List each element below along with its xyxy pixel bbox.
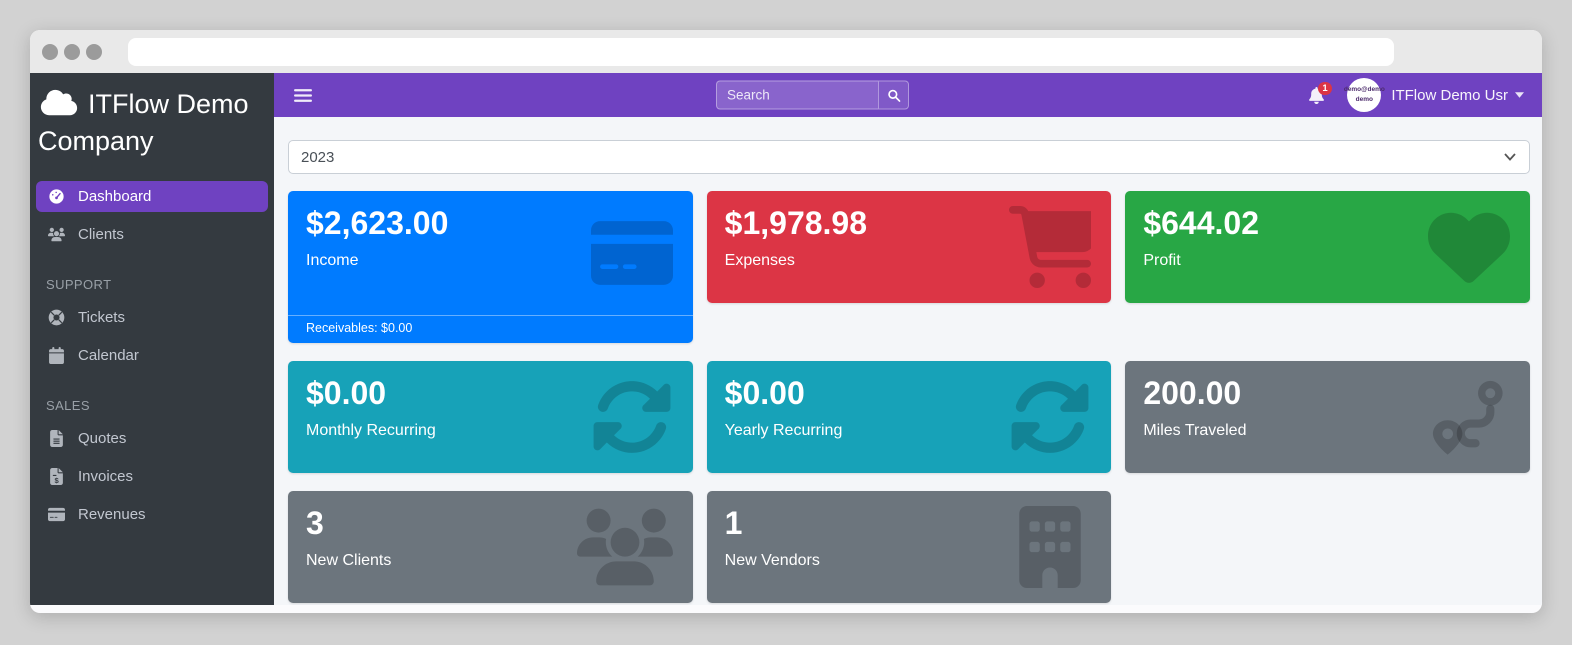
new-vendors-value: 1	[724, 505, 743, 541]
app-logo-label: ITFlow Demo Company	[38, 89, 249, 156]
credit-card-icon	[45, 506, 68, 523]
profit-value: $644.02	[1143, 205, 1259, 241]
profit-card: $644.02 Profit	[1125, 191, 1530, 303]
sidebar-item-label: Invoices	[78, 468, 134, 485]
sidebar-item-label: Dashboard	[78, 188, 152, 205]
app-root: ITFlow Demo Company Dashboard Clients SU…	[30, 73, 1542, 605]
main-content: 2023 $2,623.00 Income Receivables: $0.00	[274, 117, 1542, 605]
browser-chrome	[30, 30, 1542, 73]
window-controls	[42, 43, 102, 60]
new-vendors-card: 1 New Vendors	[706, 491, 1112, 603]
calendar-icon	[45, 347, 68, 364]
monthly-recurring-value: $0.00	[306, 375, 387, 411]
avatar-text: demo	[1355, 96, 1373, 103]
sidebar-nav: Dashboard Clients SUPPORT Tickets Calend…	[30, 181, 274, 537]
yearly-recurring-label: Yearly Recurring	[724, 421, 843, 439]
cloud-icon	[38, 88, 80, 117]
income-value: $2,623.00	[306, 205, 449, 241]
stat-cards-grid: $2,623.00 Income Receivables: $0.00 $1,9…	[288, 191, 1530, 603]
expenses-card: $1,978.98 Expenses	[706, 191, 1112, 303]
new-vendors-label: New Vendors	[724, 551, 820, 569]
sidebar-item-label: Clients	[78, 226, 124, 243]
notification-badge: 1	[1318, 81, 1332, 95]
miles-traveled-label: Miles Traveled	[1143, 421, 1247, 439]
sidebar-item-quotes[interactable]: Quotes	[36, 423, 268, 454]
sidebar-item-label: Revenues	[78, 506, 146, 523]
sidebar-section-sales: SALES	[46, 398, 90, 413]
bars-icon	[294, 88, 312, 103]
users-icon	[45, 226, 68, 243]
sidebar-item-clients[interactable]: Clients	[36, 219, 268, 250]
user-dropdown-label: ITFlow Demo Usr	[1391, 86, 1508, 104]
tachometer-icon	[45, 188, 68, 205]
notifications-button[interactable]: 1	[1308, 81, 1332, 104]
monthly-recurring-label: Monthly Recurring	[306, 421, 436, 439]
expenses-value: $1,978.98	[724, 205, 868, 241]
income-receivables: Receivables: $0.00	[288, 315, 693, 343]
sidebar-item-revenues[interactable]: Revenues	[36, 499, 268, 530]
miles-traveled-card: 200.00 Miles Traveled	[1125, 361, 1530, 473]
sidebar-section-support: SUPPORT	[46, 277, 112, 292]
income-label: Income	[306, 251, 359, 269]
file-lines-icon	[45, 430, 68, 447]
sidebar-item-label: Calendar	[78, 347, 139, 364]
life-ring-icon	[45, 309, 68, 326]
income-card: $2,623.00 Income Receivables: $0.00	[288, 191, 693, 343]
profit-label: Profit	[1143, 251, 1181, 269]
expenses-label: Expenses	[724, 251, 795, 269]
browser-window: ITFlow Demo Company Dashboard Clients SU…	[30, 30, 1542, 613]
sidebar-item-label: Tickets	[78, 309, 125, 326]
window-control-dot[interactable]	[86, 43, 102, 60]
user-dropdown[interactable]: ITFlow Demo Usr	[1391, 87, 1524, 104]
search-button[interactable]	[878, 80, 909, 110]
monthly-recurring-card: $0.00 Monthly Recurring	[288, 361, 693, 473]
yearly-recurring-value: $0.00	[724, 375, 805, 411]
url-input[interactable]	[128, 37, 1394, 66]
new-clients-value: 3	[306, 505, 324, 541]
sidebar-item-label: Quotes	[78, 430, 127, 447]
app-logo[interactable]: ITFlow Demo Company	[30, 73, 274, 168]
sidebar-item-tickets[interactable]: Tickets	[36, 302, 268, 333]
sidebar: ITFlow Demo Company Dashboard Clients SU…	[30, 73, 274, 605]
search-input[interactable]	[716, 80, 878, 110]
new-clients-label: New Clients	[306, 551, 392, 569]
avatar-text: demo@demo	[1343, 86, 1385, 94]
navbar-right: 1 demo@demo demo ITFlow Demo Usr	[1308, 78, 1542, 112]
sidebar-item-dashboard[interactable]: Dashboard	[36, 181, 268, 212]
miles-traveled-value: 200.00	[1143, 375, 1242, 411]
search-icon	[887, 88, 901, 102]
avatar[interactable]: demo@demo demo	[1344, 78, 1385, 112]
new-clients-card: 3 New Clients	[288, 491, 693, 603]
yearly-recurring-card: $0.00 Yearly Recurring	[706, 361, 1112, 473]
window-control-dot[interactable]	[64, 43, 80, 60]
hamburger-menu-button[interactable]	[294, 88, 312, 103]
top-navbar: 1 demo@demo demo ITFlow Demo Usr	[274, 73, 1542, 117]
year-select[interactable]: 2023	[288, 140, 1530, 174]
sidebar-item-calendar[interactable]: Calendar	[36, 340, 268, 371]
search-group	[716, 80, 909, 110]
sidebar-item-invoices[interactable]: Invoices	[36, 461, 268, 492]
window-control-dot[interactable]	[42, 43, 58, 60]
file-invoice-dollar-icon	[45, 468, 68, 485]
caret-down-icon	[1515, 92, 1524, 98]
